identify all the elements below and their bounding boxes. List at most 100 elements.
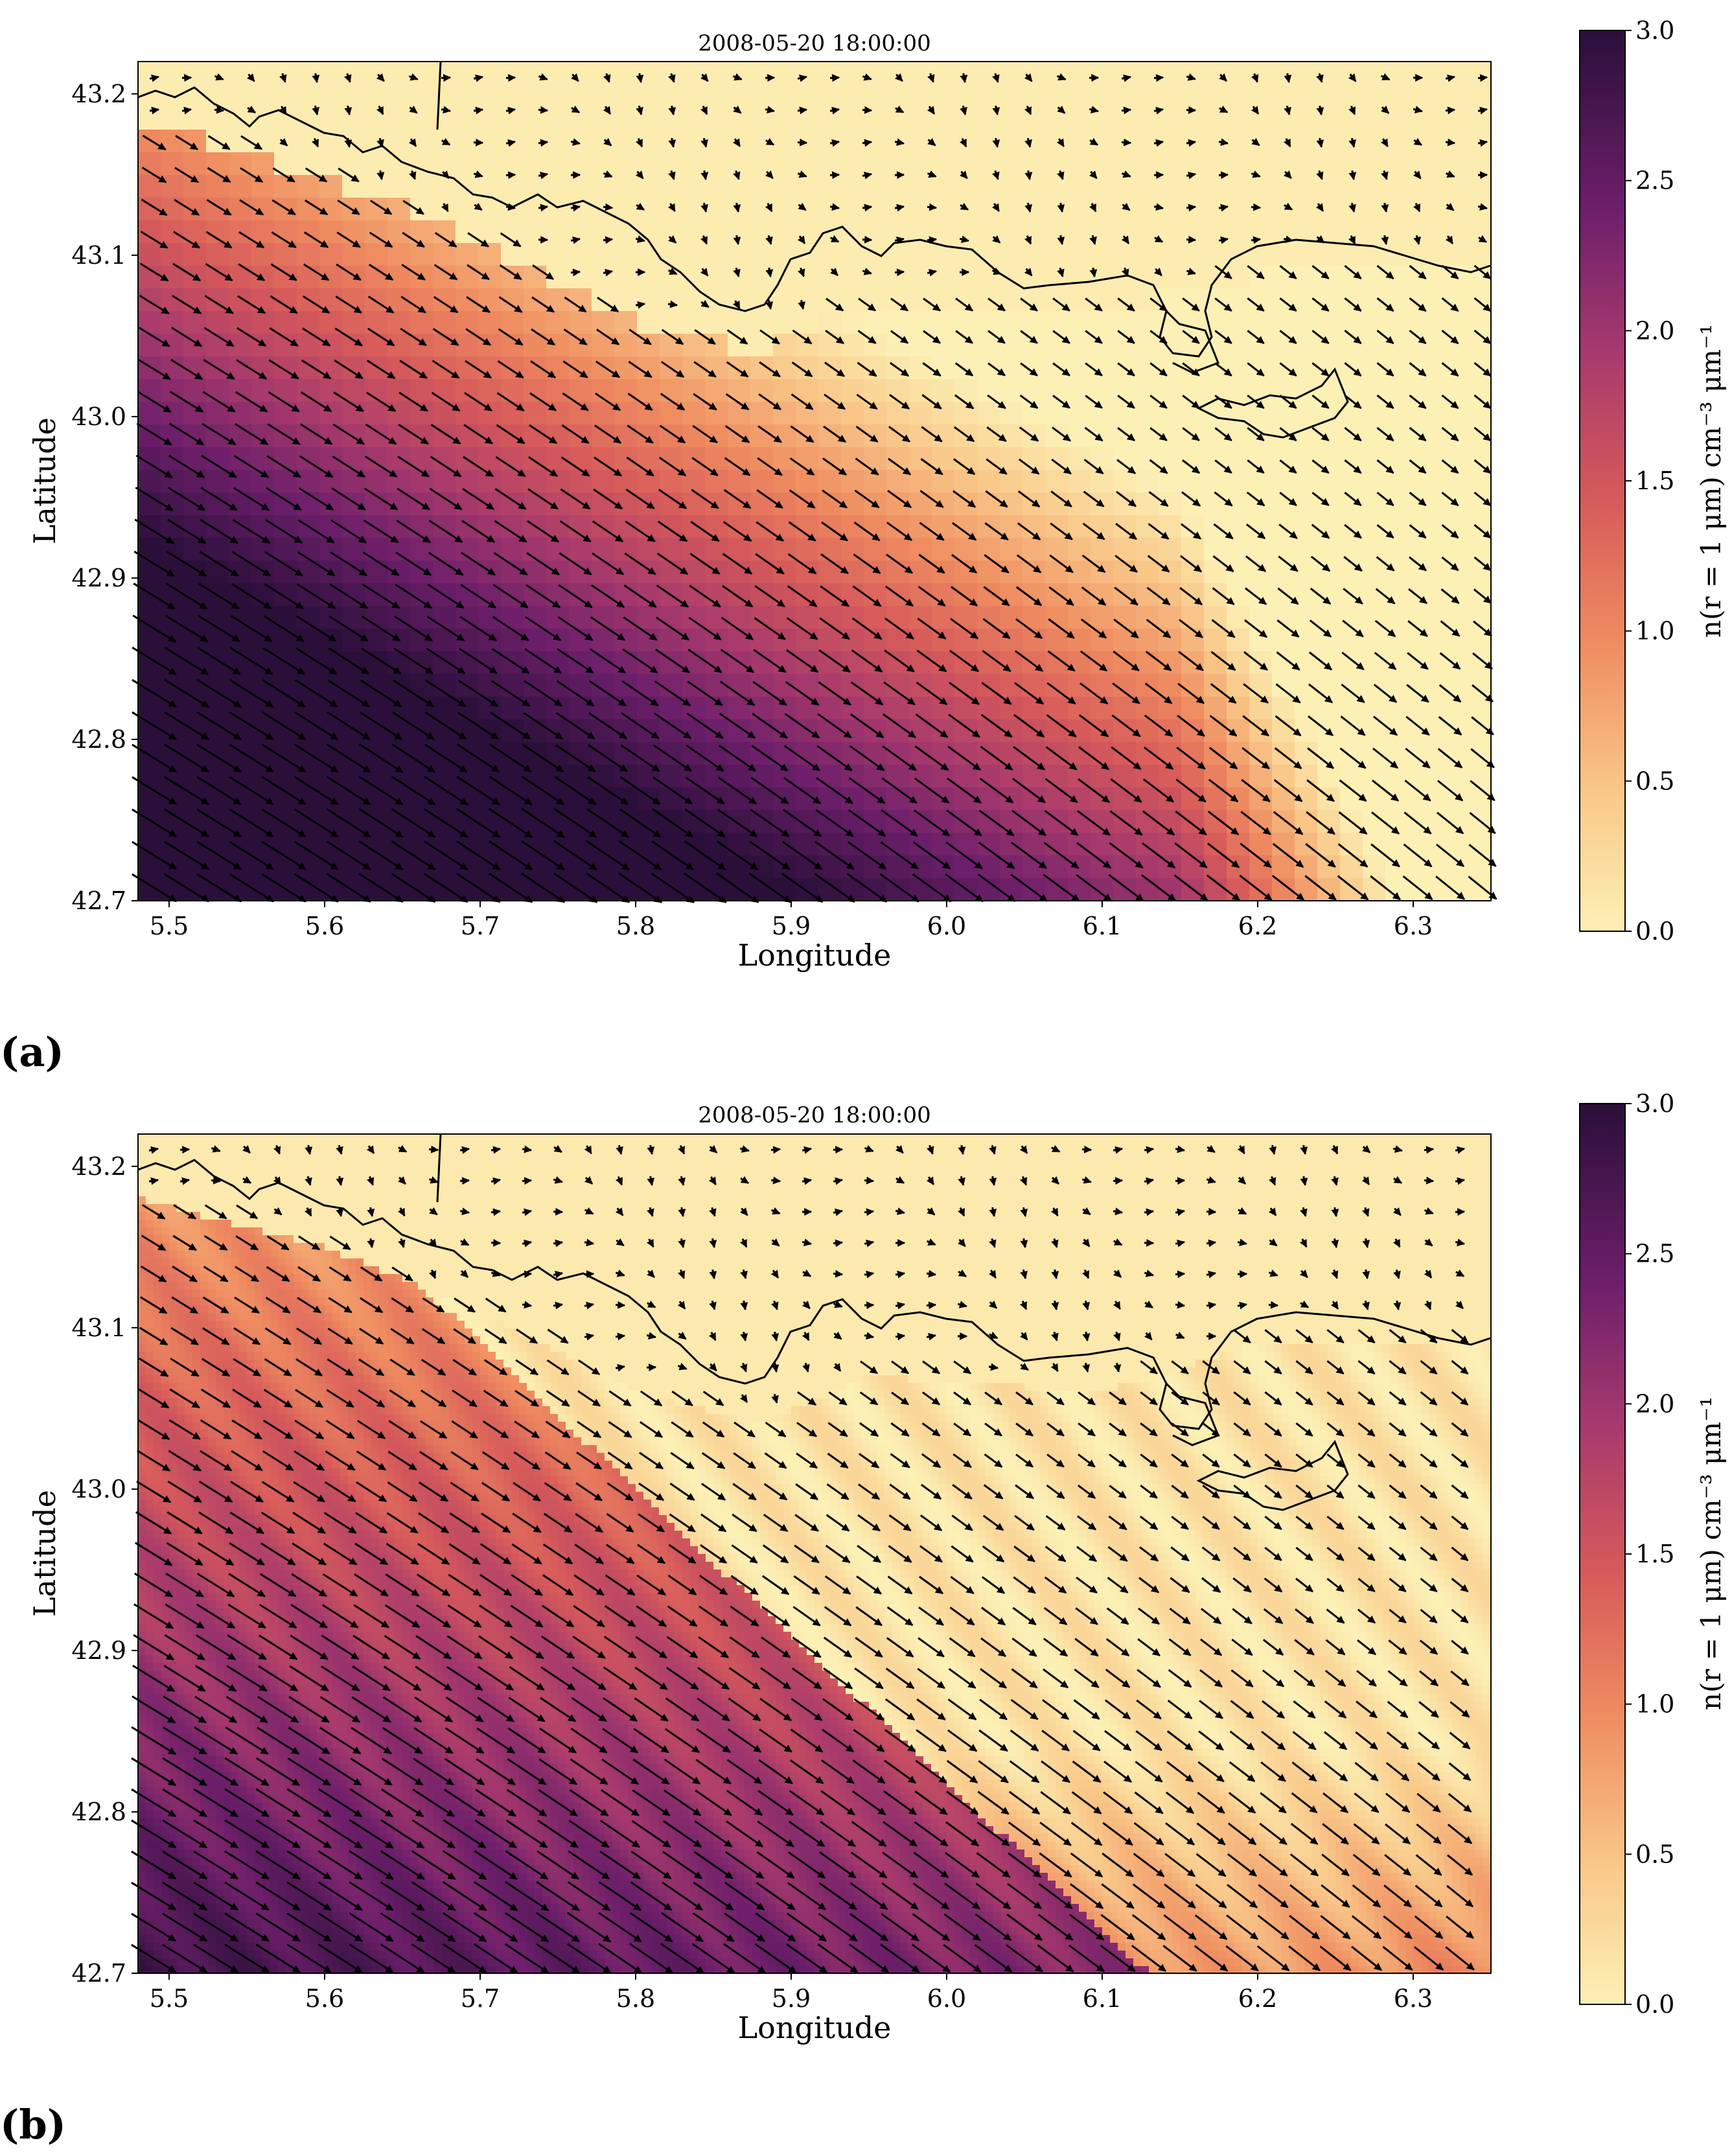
heatmap-cell xyxy=(546,62,570,85)
heatmap-cell xyxy=(1045,243,1068,266)
heatmap-cell xyxy=(1045,356,1068,380)
heatmap-cell xyxy=(1204,130,1227,153)
heatmap-cell xyxy=(986,1150,994,1158)
heatmap-cell xyxy=(986,1188,994,1197)
heatmap-cell xyxy=(231,1165,240,1174)
heatmap-cell xyxy=(342,674,365,697)
heatmap-cell xyxy=(705,175,728,198)
heatmap-cell xyxy=(332,1157,341,1166)
heatmap-cell xyxy=(1000,447,1023,470)
heatmap-cell xyxy=(869,1188,877,1197)
heatmap-cell xyxy=(605,1196,613,1205)
heatmap-cell xyxy=(614,493,638,516)
heatmap-cell xyxy=(1000,583,1023,607)
heatmap-cell xyxy=(909,311,932,334)
heatmap-cell xyxy=(161,1173,170,1181)
heatmap-cell xyxy=(1351,1134,1359,1142)
heatmap-cell xyxy=(1297,1134,1305,1142)
heatmap-cell xyxy=(1483,1196,1491,1205)
heatmap-cell xyxy=(1024,1142,1033,1150)
heatmap-cell xyxy=(614,334,638,357)
heatmap-cell xyxy=(1149,1188,1157,1197)
heatmap-cell xyxy=(1343,1196,1352,1205)
heatmap-cell xyxy=(1340,402,1363,425)
y-tick-label: 43.2 xyxy=(71,80,126,108)
heatmap-cell xyxy=(636,1150,644,1158)
heatmap-cell xyxy=(239,1181,248,1189)
heatmap-cell xyxy=(1068,402,1091,425)
heatmap-cell xyxy=(364,1134,372,1142)
heatmap-cell xyxy=(1227,1134,1235,1142)
heatmap-cell xyxy=(1317,629,1341,652)
heatmap-cell xyxy=(332,1150,341,1158)
heatmap-cell xyxy=(511,1204,520,1212)
heatmap-cell xyxy=(1312,1188,1321,1197)
heatmap-cell xyxy=(612,1188,621,1197)
heatmap-cell xyxy=(348,1181,356,1189)
heatmap-cell xyxy=(1157,1150,1165,1158)
heatmap-cell xyxy=(319,470,343,493)
heatmap-cell xyxy=(1133,1181,1142,1189)
heatmap-cell xyxy=(511,1165,520,1174)
heatmap-cell xyxy=(799,1165,807,1174)
heatmap-cell xyxy=(1068,651,1091,675)
heatmap-cell xyxy=(1022,107,1046,130)
heatmap-cell xyxy=(1204,62,1227,85)
heatmap-cell xyxy=(900,1165,908,1174)
heatmap-cell xyxy=(138,402,161,425)
heatmap-cell xyxy=(1437,1142,1445,1150)
heatmap-cell xyxy=(1227,697,1250,720)
heatmap-cell xyxy=(441,1204,450,1212)
heatmap-cell xyxy=(1118,1196,1126,1205)
heatmap-cell xyxy=(208,1157,216,1166)
heatmap-cell xyxy=(251,402,275,425)
heatmap-cell xyxy=(1317,266,1341,289)
heatmap-cell xyxy=(728,152,751,176)
heatmap-cell xyxy=(660,833,683,856)
heatmap-cell xyxy=(262,1157,271,1166)
heatmap-cell xyxy=(1363,765,1386,788)
heatmap-cell xyxy=(1024,1173,1033,1181)
heatmap-cell xyxy=(1022,334,1046,357)
heatmap-cell xyxy=(939,1157,947,1166)
heatmap-cell xyxy=(750,356,774,380)
heatmap-cell xyxy=(247,1134,255,1142)
heatmap-cell xyxy=(886,606,910,629)
heatmap-cell xyxy=(395,1188,403,1197)
heatmap-cell xyxy=(1204,583,1227,607)
heatmap-cell xyxy=(511,1196,520,1205)
heatmap-cell xyxy=(1040,1196,1048,1205)
heatmap-cell xyxy=(535,1188,543,1197)
heatmap-cell xyxy=(1429,1165,1437,1174)
heatmap-cell xyxy=(457,1196,465,1205)
heatmap-cell xyxy=(954,243,978,266)
x-tick-label: 5.8 xyxy=(616,912,655,940)
heatmap-cell xyxy=(721,1134,730,1142)
heatmap-cell xyxy=(496,1134,504,1142)
heatmap-cell xyxy=(519,1134,527,1142)
heatmap-cell xyxy=(1157,1188,1165,1197)
heatmap-cell xyxy=(1317,152,1341,176)
heatmap-cell xyxy=(1359,1150,1367,1158)
heatmap-cell xyxy=(916,1173,924,1181)
heatmap-cell xyxy=(841,674,864,697)
heatmap-cell xyxy=(1249,311,1273,334)
heatmap-cell xyxy=(478,62,502,85)
heatmap-cell xyxy=(628,1142,636,1150)
heatmap-cell xyxy=(783,1157,792,1166)
heatmap-cell xyxy=(1460,1181,1468,1189)
heatmap-cell xyxy=(877,1173,885,1181)
heatmap-cell xyxy=(614,243,638,266)
heatmap-cell xyxy=(1000,356,1023,380)
heatmap-cell xyxy=(628,1196,636,1205)
heatmap-cell xyxy=(1133,1196,1142,1205)
heatmap-cell xyxy=(1385,198,1409,221)
heatmap-cell xyxy=(713,1142,722,1150)
heatmap-cell xyxy=(224,1157,232,1166)
heatmap-cell xyxy=(1453,175,1477,198)
heatmap-cell xyxy=(1382,1157,1391,1166)
heatmap-cell xyxy=(183,855,207,879)
heatmap-cell xyxy=(1149,1157,1157,1166)
heatmap-cell xyxy=(1164,1165,1173,1174)
heatmap-cell xyxy=(1048,1196,1056,1205)
